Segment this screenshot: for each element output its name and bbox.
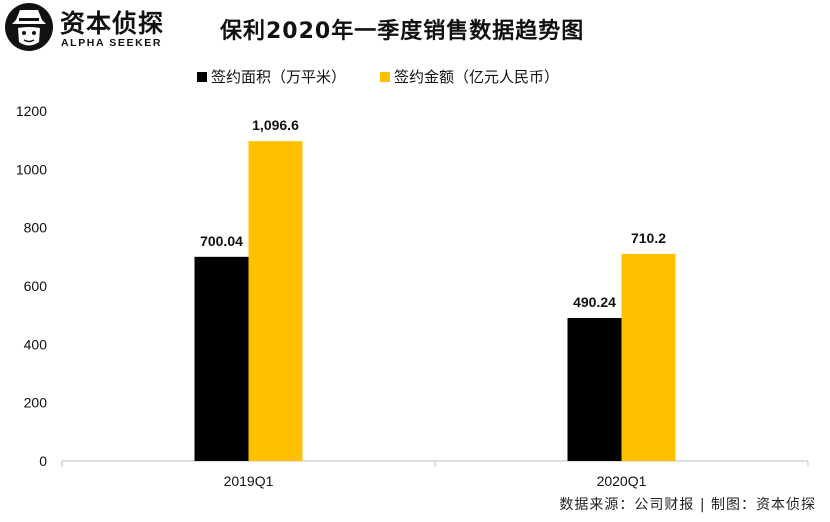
chart-title: 保利2020年一季度销售数据趋势图 bbox=[220, 19, 585, 44]
bar bbox=[248, 141, 303, 462]
source-footer: 数据来源：公司财报 | 制图：资本侦探 bbox=[559, 497, 816, 513]
legend-swatch-area bbox=[197, 71, 207, 82]
y-tick-label: 0 bbox=[39, 453, 47, 469]
x-tick-label: 2020Q1 bbox=[597, 473, 647, 489]
y-tick-label: 400 bbox=[24, 336, 48, 352]
y-tick-label: 1000 bbox=[16, 161, 47, 177]
brand-name-en: ALPHA SEEKER bbox=[61, 37, 163, 49]
detective-icon bbox=[5, 3, 53, 51]
legend-label-amount: 签约金额（亿元人民币） bbox=[394, 68, 560, 86]
data-label: 710.2 bbox=[631, 230, 666, 246]
brand-logo: 资本侦探 ALPHA SEEKER bbox=[2, 2, 172, 52]
bar bbox=[194, 256, 249, 461]
legend-item-area: 签约面积（万平米） bbox=[197, 66, 346, 87]
y-tick-label: 800 bbox=[24, 220, 48, 236]
bar bbox=[567, 318, 622, 461]
data-label: 700.04 bbox=[200, 233, 243, 249]
data-label: 490.24 bbox=[573, 294, 616, 310]
legend-item-amount: 签约金额（亿元人民币） bbox=[380, 66, 559, 87]
brand-name-cn: 资本侦探 bbox=[60, 9, 165, 38]
data-label: 1,096.6 bbox=[252, 117, 299, 133]
chart-legend: 签约面积（万平米） 签约金额（亿元人民币） bbox=[197, 66, 593, 87]
legend-label-area: 签约面积（万平米） bbox=[211, 68, 347, 86]
bar bbox=[621, 253, 676, 461]
y-tick-label: 1200 bbox=[16, 103, 47, 119]
legend-swatch-amount bbox=[380, 71, 391, 82]
y-tick-label: 200 bbox=[24, 395, 48, 411]
x-tick-label: 2019Q1 bbox=[224, 473, 274, 489]
y-tick-label: 600 bbox=[24, 278, 48, 294]
